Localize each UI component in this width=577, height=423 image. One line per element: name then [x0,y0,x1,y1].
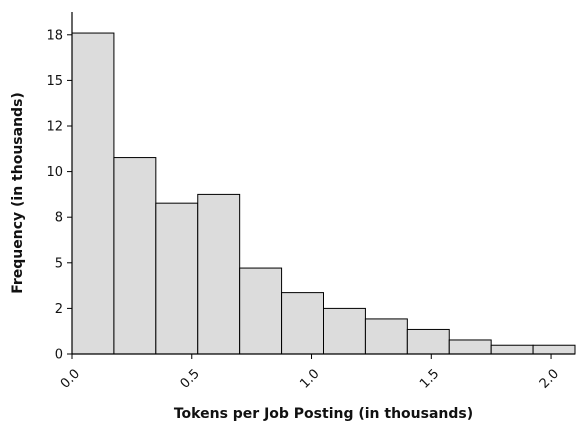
x-tick-label: 2.0 [537,366,562,391]
histogram-bar [281,292,325,355]
y-tick-label: 8 [55,211,63,226]
y-tick-label: 5 [55,256,63,271]
y-ticks-group: 0 2 5 8 10 12 15 18 [46,28,72,363]
histogram-bar [71,32,115,355]
histogram-bar [197,193,241,355]
histogram-bar [113,157,157,355]
histogram-bar [448,339,492,355]
x-tick-label: 0.5 [178,366,203,391]
y-tick-label: 15 [46,74,63,89]
x-tick-label: 0.0 [58,366,83,391]
y-tick-label: 10 [46,165,63,180]
y-tick-label: 18 [46,28,63,43]
y-tick-label: 2 [55,302,63,317]
histogram-bar [364,318,408,355]
histogram-bar [155,202,199,355]
x-tick-label: 1.0 [297,366,322,391]
histogram-bar [406,328,450,355]
x-tick-label: 1.5 [417,366,442,391]
histogram-bar [490,344,534,355]
y-tick-label: 0 [55,348,63,363]
x-axis-label: Tokens per Job Posting (in thousands) [174,406,473,422]
histogram-bar [323,307,366,355]
histogram-bar [239,267,283,355]
bars-group [71,32,576,355]
y-tick-label: 12 [46,120,63,135]
axes-group [71,12,575,355]
x-ticks-group: 0.0 0.5 1.0 1.5 2.0 [58,354,562,392]
histogram-bar [532,344,576,355]
y-axis-label: Frequency (in thousands) [10,92,26,294]
